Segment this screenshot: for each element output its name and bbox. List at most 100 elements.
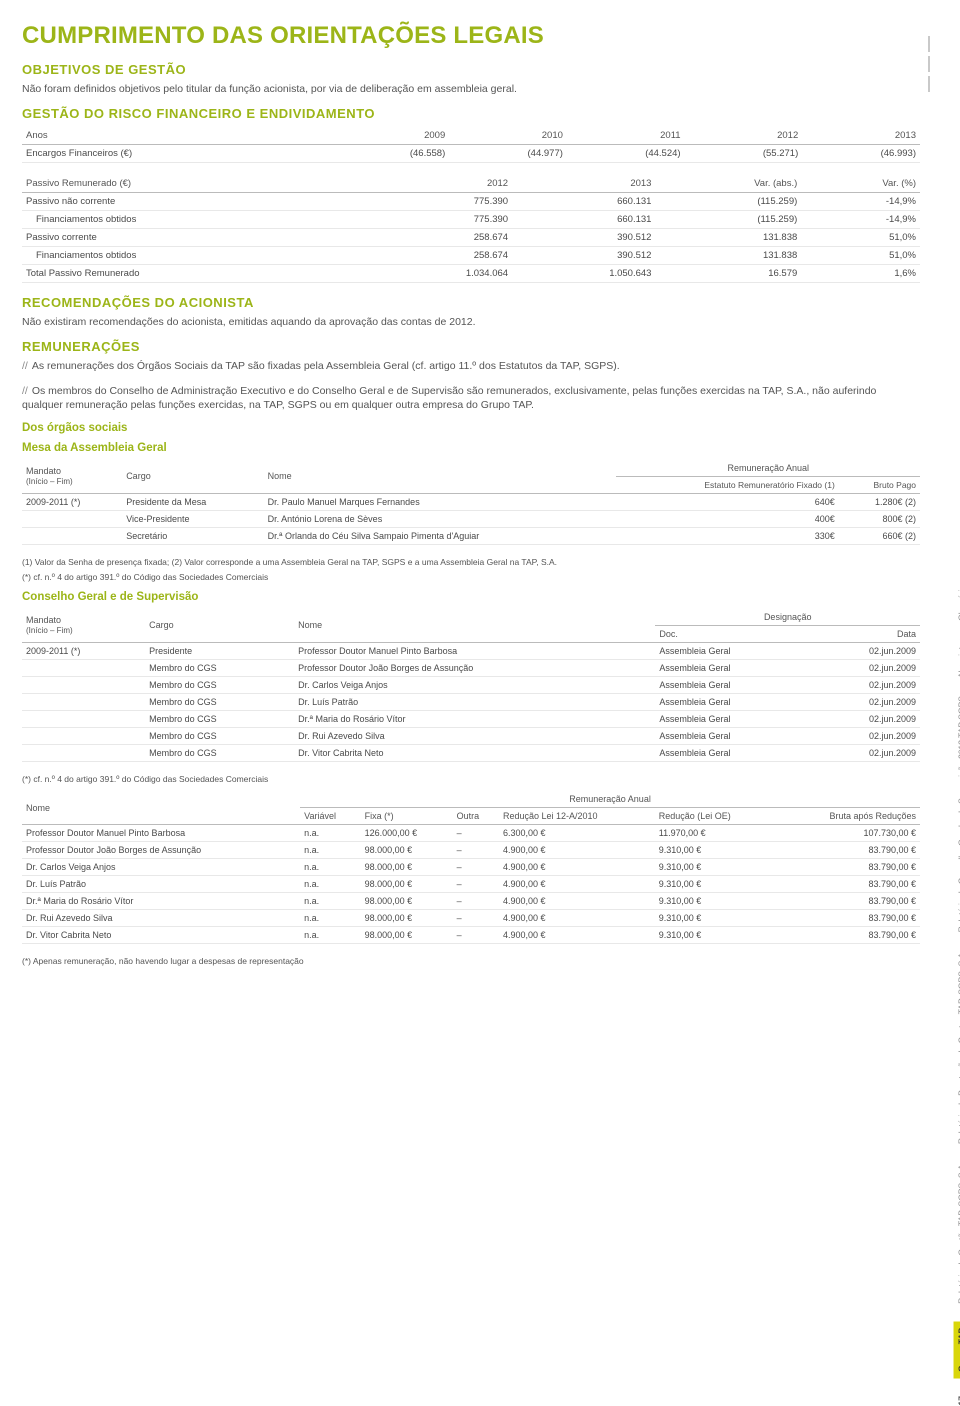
text: (Início – Fim) bbox=[26, 626, 73, 635]
cell: Dr. Luís Patrão bbox=[294, 693, 655, 710]
cell: Dr.ª Maria do Rosário Vítor bbox=[294, 710, 655, 727]
cell: – bbox=[453, 859, 499, 876]
table-remun: Nome Remuneração Anual Variável Fixa (*)… bbox=[22, 791, 920, 944]
cell: Dr. Luís Patrão bbox=[22, 876, 300, 893]
table-row: Financiamentos obtidos 258.674 390.512 1… bbox=[22, 247, 920, 265]
table-passivo: Passivo Remunerado (€) 2012 2013 Var. (a… bbox=[22, 175, 920, 283]
mesa-footnote-1: (1) Valor da Senha de presença fixada; (… bbox=[22, 557, 920, 568]
cell: 258.674 bbox=[369, 229, 512, 247]
cell: 02.jun.2009 bbox=[811, 659, 920, 676]
cell: 4.900,00 € bbox=[499, 910, 655, 927]
table-cgs: Mandato(Início – Fim) Cargo Nome Designa… bbox=[22, 609, 920, 762]
cell: 4.900,00 € bbox=[499, 842, 655, 859]
cell: 2009-2011 (*) bbox=[22, 493, 122, 510]
th: Remuneração Anual bbox=[300, 791, 920, 808]
cell: 390.512 bbox=[512, 247, 655, 265]
table-row: Total Passivo Remunerado 1.034.064 1.050… bbox=[22, 265, 920, 283]
cell: – bbox=[453, 927, 499, 944]
cell: 1.280€ (2) bbox=[839, 493, 920, 510]
th-2013: 2013 bbox=[802, 127, 920, 145]
table-row: Membro do CGS Dr.ª Maria do Rosário Víto… bbox=[22, 710, 920, 727]
cell: 83.790,00 € bbox=[776, 910, 920, 927]
table-mesa: Mandato(Início – Fim) Cargo Nome Remuner… bbox=[22, 460, 920, 545]
sidebar-tag: Grupo TAP bbox=[954, 1322, 960, 1378]
cell: Dr. Vitor Cabrita Neto bbox=[22, 927, 300, 944]
cell: 83.790,00 € bbox=[776, 876, 920, 893]
cell: 9.310,00 € bbox=[655, 910, 777, 927]
cell: Vice-Presidente bbox=[122, 510, 263, 527]
cell bbox=[22, 676, 145, 693]
cell: 800€ (2) bbox=[839, 510, 920, 527]
cell: 131.838 bbox=[655, 247, 801, 265]
cell: 98.000,00 € bbox=[361, 927, 453, 944]
th: Estatuto Remuneratório Fixado (1) bbox=[616, 476, 838, 493]
cell: Professor Doutor João Borges de Assunção bbox=[22, 842, 300, 859]
cell: 640€ bbox=[616, 493, 838, 510]
cell: – bbox=[453, 876, 499, 893]
section-risco: GESTÃO DO RISCO FINANCEIRO E ENDIVIDAMEN… bbox=[22, 106, 920, 121]
cell: (44.524) bbox=[567, 145, 685, 163]
cell: Membro do CGS bbox=[145, 744, 294, 761]
th: Mandato(Início – Fim) bbox=[22, 609, 145, 643]
cell: 660.131 bbox=[512, 193, 655, 211]
th: 2013 bbox=[512, 175, 655, 193]
table-row: Membro do CGS Dr. Rui Azevedo Silva Asse… bbox=[22, 727, 920, 744]
th: Data bbox=[811, 625, 920, 642]
cell: Dr. Vitor Cabrita Neto bbox=[294, 744, 655, 761]
table-row: Professor Doutor Manuel Pinto Barbosa n.… bbox=[22, 825, 920, 842]
cell: Professor Doutor Manuel Pinto Barbosa bbox=[22, 825, 300, 842]
remun-bullet-2: //Os membros do Conselho de Administraçã… bbox=[22, 384, 920, 412]
cell: -14,9% bbox=[801, 193, 920, 211]
sub-orgaos: Dos órgãos sociais bbox=[22, 422, 920, 434]
th: Redução Lei 12-A/2010 bbox=[499, 808, 655, 825]
cell: n.a. bbox=[300, 893, 361, 910]
cell: 400€ bbox=[616, 510, 838, 527]
cell: Financiamentos obtidos bbox=[22, 211, 369, 229]
cell: Dr. Carlos Veiga Anjos bbox=[294, 676, 655, 693]
table-row: Financiamentos obtidos 775.390 660.131 (… bbox=[22, 211, 920, 229]
table-row: 2009-2011 (*) Presidente da Mesa Dr. Pau… bbox=[22, 493, 920, 510]
cell: 16.579 bbox=[655, 265, 801, 283]
section-recom: RECOMENDAÇÕES DO ACIONISTA bbox=[22, 295, 920, 310]
cell: 83.790,00 € bbox=[776, 842, 920, 859]
cell: Professor Doutor Manuel Pinto Barbosa bbox=[294, 642, 655, 659]
th: Cargo bbox=[122, 460, 263, 494]
decorative-marks bbox=[928, 36, 930, 92]
cell: 9.310,00 € bbox=[655, 842, 777, 859]
th: Nome bbox=[22, 791, 300, 825]
cell: 4.900,00 € bbox=[499, 859, 655, 876]
cell: 98.000,00 € bbox=[361, 910, 453, 927]
th: Bruto Pago bbox=[839, 476, 920, 493]
cell: (55.271) bbox=[685, 145, 803, 163]
cell: 98.000,00 € bbox=[361, 876, 453, 893]
cell: Assembleia Geral bbox=[655, 744, 811, 761]
table-row: Professor Doutor João Borges de Assunção… bbox=[22, 842, 920, 859]
cell: – bbox=[453, 893, 499, 910]
cell: Assembleia Geral bbox=[655, 727, 811, 744]
cell: 660.131 bbox=[512, 211, 655, 229]
th: Outra bbox=[453, 808, 499, 825]
cell: 1,6% bbox=[801, 265, 920, 283]
cell: 4.900,00 € bbox=[499, 927, 655, 944]
th-2010: 2010 bbox=[449, 127, 567, 145]
cell: Presidente bbox=[145, 642, 294, 659]
cell: 02.jun.2009 bbox=[811, 710, 920, 727]
cell: 1.034.064 bbox=[369, 265, 512, 283]
table-row: Passivo não corrente 775.390 660.131 (11… bbox=[22, 193, 920, 211]
cell: n.a. bbox=[300, 876, 361, 893]
th-2012: 2012 bbox=[685, 127, 803, 145]
th: Nome bbox=[294, 609, 655, 643]
cell: 51,0% bbox=[801, 229, 920, 247]
objetivos-text: Não foram definidos objetivos pelo titul… bbox=[22, 82, 920, 96]
cell: n.a. bbox=[300, 927, 361, 944]
cell: Membro do CGS bbox=[145, 693, 294, 710]
cell: 11.970,00 € bbox=[655, 825, 777, 842]
cell: Encargos Financeiros (€) bbox=[22, 145, 332, 163]
cell: Membro do CGS bbox=[145, 727, 294, 744]
cell bbox=[22, 710, 145, 727]
recom-text: Não existiram recomendações do acionista… bbox=[22, 315, 920, 329]
table-row: Dr. Luís Patrão n.a. 98.000,00 € – 4.900… bbox=[22, 876, 920, 893]
cell bbox=[22, 693, 145, 710]
cell: Assembleia Geral bbox=[655, 659, 811, 676]
cell: Dr.ª Orlanda do Céu Silva Sampaio Piment… bbox=[264, 527, 617, 544]
